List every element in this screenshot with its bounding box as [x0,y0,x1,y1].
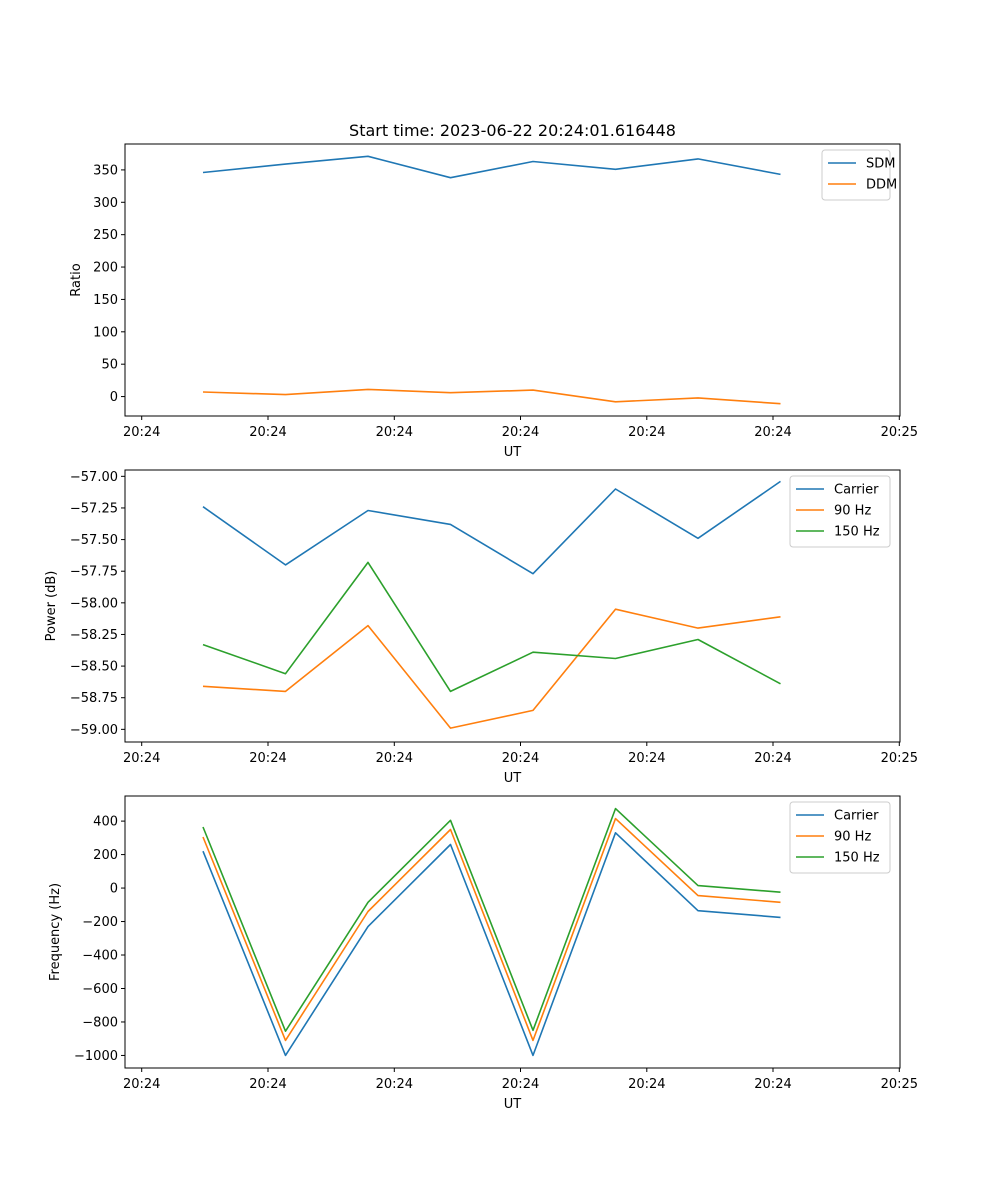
x-tick-label: 20:24 [123,751,160,766]
y-tick-label: −1000 [74,1049,118,1064]
y-tick-label: 100 [93,325,118,340]
x-tick-label: 20:24 [249,425,286,440]
x-tick-label: 20:25 [881,1077,918,1092]
chart-title: Start time: 2023-06-22 20:24:01.616448 [349,121,676,140]
legend-label: 90 Hz [834,830,871,845]
x-axis-label: UT [504,771,522,786]
legend-label: 150 Hz [834,851,880,866]
x-tick-label: 20:24 [628,1077,665,1092]
y-tick-label: 400 [93,815,118,830]
y-tick-label: 200 [93,261,118,276]
legend-label: 150 Hz [834,525,880,540]
y-tick-label: −58.00 [70,596,118,611]
legend-label: Carrier [834,809,879,824]
y-tick-label: 150 [93,293,118,308]
series-line-sdm [202,155,781,179]
x-tick-label: 20:24 [376,1077,413,1092]
x-tick-label: 20:24 [376,751,413,766]
y-axis-label: Ratio [69,263,84,296]
y-tick-label: 350 [93,163,118,178]
legend: Carrier 90 Hz 150 Hz [789,801,891,874]
x-axis-label: UT [504,1097,522,1112]
legend-box [789,801,891,874]
series-line-ddm [202,388,781,405]
y-tick-label: −58.50 [70,660,118,675]
x-axis-label: UT [504,445,522,460]
x-tick-label: 20:24 [376,425,413,440]
y-tick-label: 200 [93,848,118,863]
y-tick-label: −58.25 [70,628,118,643]
legend: SDM DDM [821,149,897,201]
x-tick-label: 20:24 [754,751,791,766]
x-tick-label: 20:24 [628,425,665,440]
subplot-frequency-plot: −1000 −800 −600 −400 −200 0 200 400 20:24 20:24 20… [74,795,918,1092]
legend-label: DDM [866,178,897,193]
axes-frame [124,143,901,417]
y-tick-label: −57.75 [70,565,118,580]
y-tick-label: −57.50 [70,533,118,548]
legend-label: 90 Hz [834,504,871,519]
subplot-ratio-plot: 0 50 100 150 200 250 300 350 20:24 20:24 20:24 20:2… [93,143,918,440]
y-tick-label: −59.00 [70,723,118,738]
y-tick-label: 0 [110,882,118,897]
x-tick-label: 20:24 [249,751,286,766]
legend-label: SDM [866,157,895,172]
subplot-power: −59.00 −58.75 −58.50 −58.25 −58.00 −57.75 −57.… [44,469,918,786]
x-tick-label: 20:24 [502,1077,539,1092]
series-line-150-hz [202,561,781,693]
subplot-power-plot: −59.00 −58.75 −58.50 −58.25 −58.00 −57.75 −57.… [70,469,918,766]
series-line-carrier [202,831,781,1057]
series-line-90-hz [202,608,781,729]
y-axis-label: Power (dB) [44,571,59,642]
axes-frame [124,795,901,1069]
x-tick-label: 20:25 [881,751,918,766]
y-tick-label: −800 [82,1015,118,1030]
y-tick-label: 300 [93,196,118,211]
x-tick-label: 20:24 [249,1077,286,1092]
y-tick-label: −57.25 [70,501,118,516]
series-line-carrier [202,480,781,575]
y-tick-label: 250 [93,228,118,243]
x-tick-label: 20:24 [502,425,539,440]
x-tick-label: 20:24 [123,425,160,440]
y-tick-label: −57.00 [70,470,118,485]
subplot-ratio: 0 50 100 150 200 250 300 350 20:24 20:24 20:24 20:2… [69,143,918,460]
legend-box [789,475,891,548]
x-tick-label: 20:24 [123,1077,160,1092]
series-line-150-hz [202,807,781,1032]
y-tick-label: −600 [82,982,118,997]
y-tick-label: −400 [82,949,118,964]
y-tick-label: −58.75 [70,691,118,706]
legend-label: Carrier [834,483,879,498]
y-axis-label: Frequency (Hz) [48,883,63,981]
subplot-frequency: −1000 −800 −600 −400 −200 0 200 400 20:24 20:24 20… [48,795,918,1112]
x-tick-label: 20:25 [881,425,918,440]
series-line-90-hz [202,817,781,1042]
y-tick-label: −200 [82,915,118,930]
x-tick-label: 20:24 [754,425,791,440]
x-tick-label: 20:24 [628,751,665,766]
axes-frame [124,469,901,743]
y-tick-label: 0 [110,390,118,405]
legend: Carrier 90 Hz 150 Hz [789,475,891,548]
x-tick-label: 20:24 [754,1077,791,1092]
x-tick-label: 20:24 [502,751,539,766]
y-tick-label: 50 [101,358,118,373]
